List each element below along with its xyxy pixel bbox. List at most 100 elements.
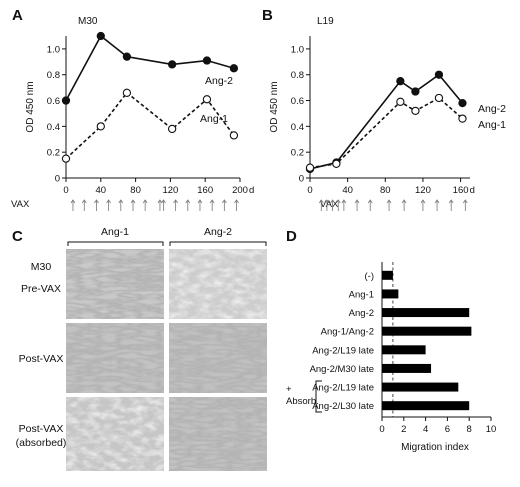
bracket-ang2: [169, 241, 267, 246]
panel-b-ytick-label: 0.6: [291, 96, 304, 107]
panel-a-xtick-label: 80: [130, 185, 141, 196]
panel-d-category-label: Ang-2/L19 late: [312, 345, 374, 356]
panel-b-xtick-label: 120: [415, 185, 431, 196]
panel-d-category-label: (-): [365, 271, 375, 282]
panel-b-vax-arrow: [420, 199, 426, 211]
column-header-ang1: Ang-1: [101, 226, 129, 238]
panel-a-vax-arrow: [173, 199, 178, 211]
panel-b-point-ang-1: [458, 114, 467, 123]
panel-d-category-label: Ang-2/M30 late: [310, 364, 374, 375]
panel-b-point-ang-1: [434, 93, 444, 103]
panel-d-bar: [382, 308, 470, 318]
panel-a-label: A: [12, 7, 23, 24]
panel-a-vax-arrow: [106, 199, 111, 211]
panel-a-vax-arrow: [130, 199, 136, 211]
panel-a-axis-lines: [65, 36, 240, 179]
panel-b-xunit: d: [470, 185, 475, 196]
panel-b-line-ang-1: [309, 96, 463, 169]
panel-d-xtick-label: 2: [401, 424, 406, 435]
panel-a-point-ang-1: [61, 154, 71, 163]
panel-b-vax-arrow: [401, 199, 407, 211]
panel-a-point-ang-2: [167, 60, 177, 69]
panel-a-ytick-label: 0.4: [47, 122, 60, 133]
micrograph-post-vax-absorbed-ang2: [169, 397, 267, 471]
panel-a-vax-arrow: [142, 199, 148, 211]
panel-b-vax-arrow: [367, 199, 373, 211]
panel-a-series: [61, 31, 239, 163]
panel-a-point-ang-2: [96, 31, 105, 41]
panel-b-point-ang-1: [411, 106, 420, 116]
panel-b-ytick-label: 1.0: [291, 44, 304, 55]
panel-a-xunit: d: [249, 185, 254, 196]
panel-d-axis-lines: [381, 262, 491, 418]
panel-d: D 0 2 4 6 8 10 (-) Ang-1 Ang-2 Ang-1/Ang-2 Ang-2/…: [286, 228, 496, 453]
panel-a-point-ang-2: [61, 96, 71, 105]
panel-a-ytick-label: 0: [55, 174, 60, 185]
panel-a-point-ang-2: [229, 64, 239, 73]
panel-b-vax-arrow: [354, 199, 360, 211]
panel-b-vax-label: VAX: [320, 199, 339, 210]
panel-c: C Ang-1 Ang-2 M30 Pre-VAX Post-VAX Post-…: [12, 226, 267, 471]
panel-a-line-ang-1: [65, 91, 235, 160]
column-header-ang2: Ang-2: [204, 226, 232, 238]
row-label-post-vax-absorbed: Post-VAX: [19, 423, 64, 435]
panel-a-vax-arrow: [209, 199, 215, 211]
panel-d-category-label: Ang-2/L30 late: [312, 401, 374, 412]
panel-b-point-ang-2: [458, 98, 467, 108]
panel-b-ylabel: OD 450 nm: [269, 81, 280, 132]
panel-d-bar: [382, 401, 470, 411]
panel-b-axis-lines: [309, 36, 470, 179]
panel-d-label: D: [286, 228, 297, 245]
panel-d-xtick-label: 4: [423, 424, 428, 435]
panel-a-xtick-label: 200: [232, 185, 248, 196]
panel-d-bar: [382, 270, 393, 280]
absorb-label: Absorb.: [286, 396, 319, 407]
panel-a-vax-arrow: [118, 199, 124, 211]
panel-a-point-ang-1: [202, 95, 212, 104]
panel-d-xtick-label: 0: [379, 424, 384, 435]
panel-a-ytick-label: 0.2: [47, 148, 60, 159]
panel-d-category-label: Ang-2/L19 late: [312, 383, 374, 394]
panel-a-xtick-label: 120: [162, 185, 178, 196]
panel-d-category-label: Ang-1: [349, 289, 374, 300]
panel-d-xtick-label: 10: [486, 424, 497, 435]
row-label-pre-vax: Pre-VAX: [21, 283, 61, 295]
panel-b-series-label-ang2: Ang-2: [478, 103, 506, 115]
panel-d-bars: (-) Ang-1 Ang-2 Ang-1/Ang-2 Ang-2/L19 late An…: [310, 270, 472, 412]
panel-a-line-ang-2: [65, 34, 235, 101]
panel-a-vax-arrow: [234, 199, 239, 211]
panel-a-vax-arrow: [222, 199, 227, 211]
row-label-absorbed: (absorbed): [16, 437, 67, 449]
panel-a-vax-arrows: VAX: [11, 199, 239, 211]
panel-a-vax-arrow: [81, 199, 87, 211]
panel-d-xlabel: Migration index: [401, 442, 469, 453]
panel-a-vax-arrow: [197, 199, 203, 211]
panel-b-xtick-label: 80: [380, 185, 391, 196]
panel-a-subtitle: M30: [78, 16, 98, 27]
panel-d-bar: [382, 326, 472, 336]
panel-b-series-label-ang1: Ang-1: [478, 119, 506, 131]
panel-a-ytick-label: 0.8: [47, 70, 60, 81]
panel-b-vax-arrow: [318, 199, 324, 211]
panel-b-ytick-label: 0.2: [291, 148, 304, 159]
panel-b-point-ang-2: [396, 77, 405, 86]
panel-a-vax-arrow: [185, 199, 191, 211]
bracket-ang1: [67, 241, 164, 246]
panel-b-ytick-label: 0: [299, 174, 304, 185]
panel-b-xtick-label: 160: [453, 185, 469, 196]
panel-a-point-ang-2: [202, 56, 212, 65]
micrograph-post-vax-absorbed-ang1: [66, 397, 164, 471]
panel-a-ylabel: OD 450 nm: [25, 81, 36, 132]
panel-a-point-ang-1: [96, 122, 105, 131]
micrograph-pre-vax-ang2: [169, 249, 267, 319]
panel-a-point-ang-2: [122, 52, 132, 61]
panel-b-point-ang-1: [305, 163, 315, 172]
panel-b-vax-arrow: [386, 199, 392, 211]
panel-a-xtick-label: 0: [63, 185, 68, 196]
panel-c-label: C: [12, 228, 23, 245]
panel-a-point-ang-1: [229, 131, 239, 140]
panel-d-bar: [382, 382, 459, 392]
panel-b-point-ang-2: [411, 87, 420, 96]
panel-b-series: [305, 70, 467, 174]
